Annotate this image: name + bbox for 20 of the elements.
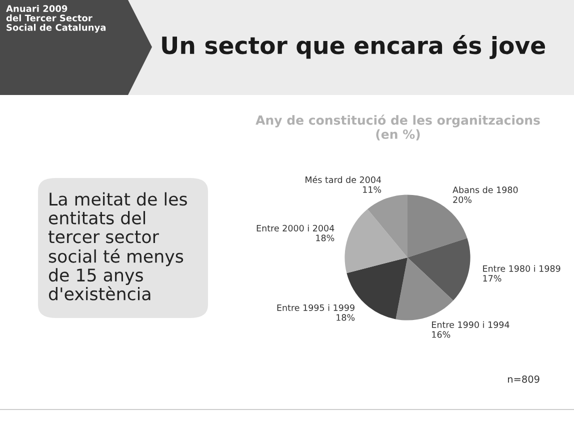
chart-title: Un sector que encara és jove [162, 35, 545, 59]
data-label: 18% [316, 234, 334, 242]
data-label: 11% [363, 186, 382, 193]
data-label: 18% [336, 314, 355, 321]
data-label: 17% [483, 275, 502, 282]
slice-label: Entre 1980 i 1989 [483, 265, 560, 272]
slice-label: Entre 1995 i 1999 [277, 304, 354, 311]
slice-label: Entre 2000 i 2004 [256, 224, 334, 232]
chart-subtitle: Any de constitució de les organitzacions (en %) [256, 114, 540, 140]
pie-slice [344, 209, 408, 274]
pie-slice [367, 194, 408, 258]
data-label: 20% [453, 196, 472, 203]
text: La meitat de les entitats del tercer sector social té menys de 15 anys d'existència [48, 192, 187, 300]
slice-label: Més tard de 2004 [306, 176, 382, 184]
pie-slice [408, 238, 470, 300]
slice-label: Entre 1990 i 1994 [432, 321, 510, 328]
data-label: 16% [432, 331, 450, 338]
text: Anuari 2009 del Tercer Sector Social de Catalunya [6, 5, 106, 33]
text: n=809 [508, 375, 540, 383]
slice-label: Abans de 1980 [452, 186, 518, 194]
